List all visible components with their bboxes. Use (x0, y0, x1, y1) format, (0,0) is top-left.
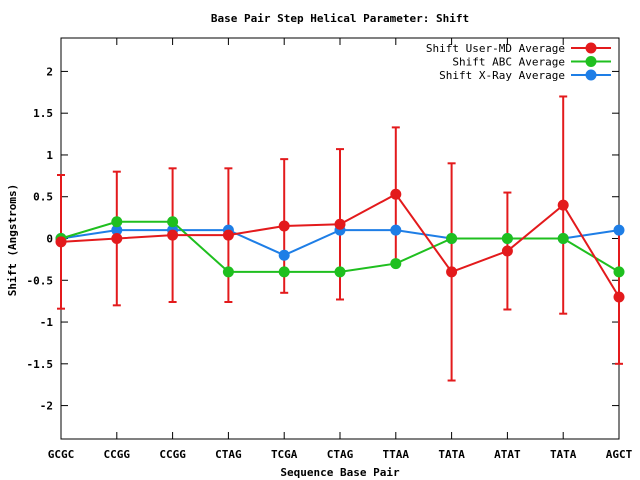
x-tick-label: CCGG (159, 448, 186, 461)
axes-group: -2 -1.5 -1 -0.5 0 0.5 1 1.5 2 GCGC CCGG CCGG CTAG TCG… (27, 37, 633, 461)
x-tick-label: TTAA (383, 448, 410, 461)
data-point (613, 266, 625, 278)
series-group (55, 188, 625, 303)
data-point (390, 188, 402, 200)
legend-marker (585, 56, 597, 67)
y-tick-label: -1.5 (27, 358, 54, 371)
data-point (222, 266, 234, 278)
data-point (111, 216, 123, 228)
y-tick-label: -0.5 (27, 274, 54, 287)
data-point (390, 224, 402, 236)
y-tick-label: 1 (46, 149, 53, 162)
x-tick-label: ATAT (494, 448, 521, 461)
data-point (501, 245, 513, 257)
data-point (167, 229, 179, 241)
x-tick-label: TATA (438, 448, 465, 461)
legend-marker (585, 69, 597, 81)
data-point (167, 216, 179, 228)
x-tick-label: TCGA (271, 448, 298, 461)
y-tick-label: 0 (46, 233, 53, 246)
y-tick-label: 0.5 (33, 191, 53, 204)
data-point (278, 249, 290, 261)
data-point (446, 233, 458, 244)
y-axis-label: Shift (Angstroms) (6, 184, 19, 297)
x-tick-label: CTAG (215, 448, 242, 461)
y-tick-label: 1.5 (33, 107, 53, 120)
chart-title: Base Pair Step Helical Parameter: Shift (211, 12, 469, 25)
data-point (390, 258, 402, 270)
legend-label: Shift X-Ray Average (439, 69, 565, 82)
y-tick-label: -2 (40, 400, 53, 413)
data-point (222, 229, 234, 241)
data-point (501, 233, 513, 244)
x-tick-label: TATA (550, 448, 577, 461)
y-tick-label: -1 (40, 316, 54, 329)
data-point (278, 266, 290, 278)
data-point (613, 224, 625, 236)
x-tick-label: AGCT (606, 448, 633, 461)
y-tick-label: 2 (46, 65, 53, 78)
data-point (55, 236, 67, 248)
data-point (446, 266, 458, 278)
x-tick-label: CTAG (327, 448, 354, 461)
data-point (111, 233, 123, 244)
data-point (278, 220, 290, 232)
legend-label: Shift ABC Average (452, 56, 565, 69)
data-point (334, 218, 346, 230)
x-axis-label: Sequence Base Pair (280, 466, 400, 479)
data-point (613, 291, 625, 303)
data-point (334, 266, 346, 278)
x-tick-label: GCGC (48, 448, 75, 461)
data-point (111, 224, 123, 236)
data-point (557, 199, 569, 211)
data-point (557, 233, 569, 244)
x-tick-label: CCGG (104, 448, 131, 461)
legend-marker (585, 42, 597, 54)
legend-label: Shift User-MD Average (426, 42, 565, 55)
